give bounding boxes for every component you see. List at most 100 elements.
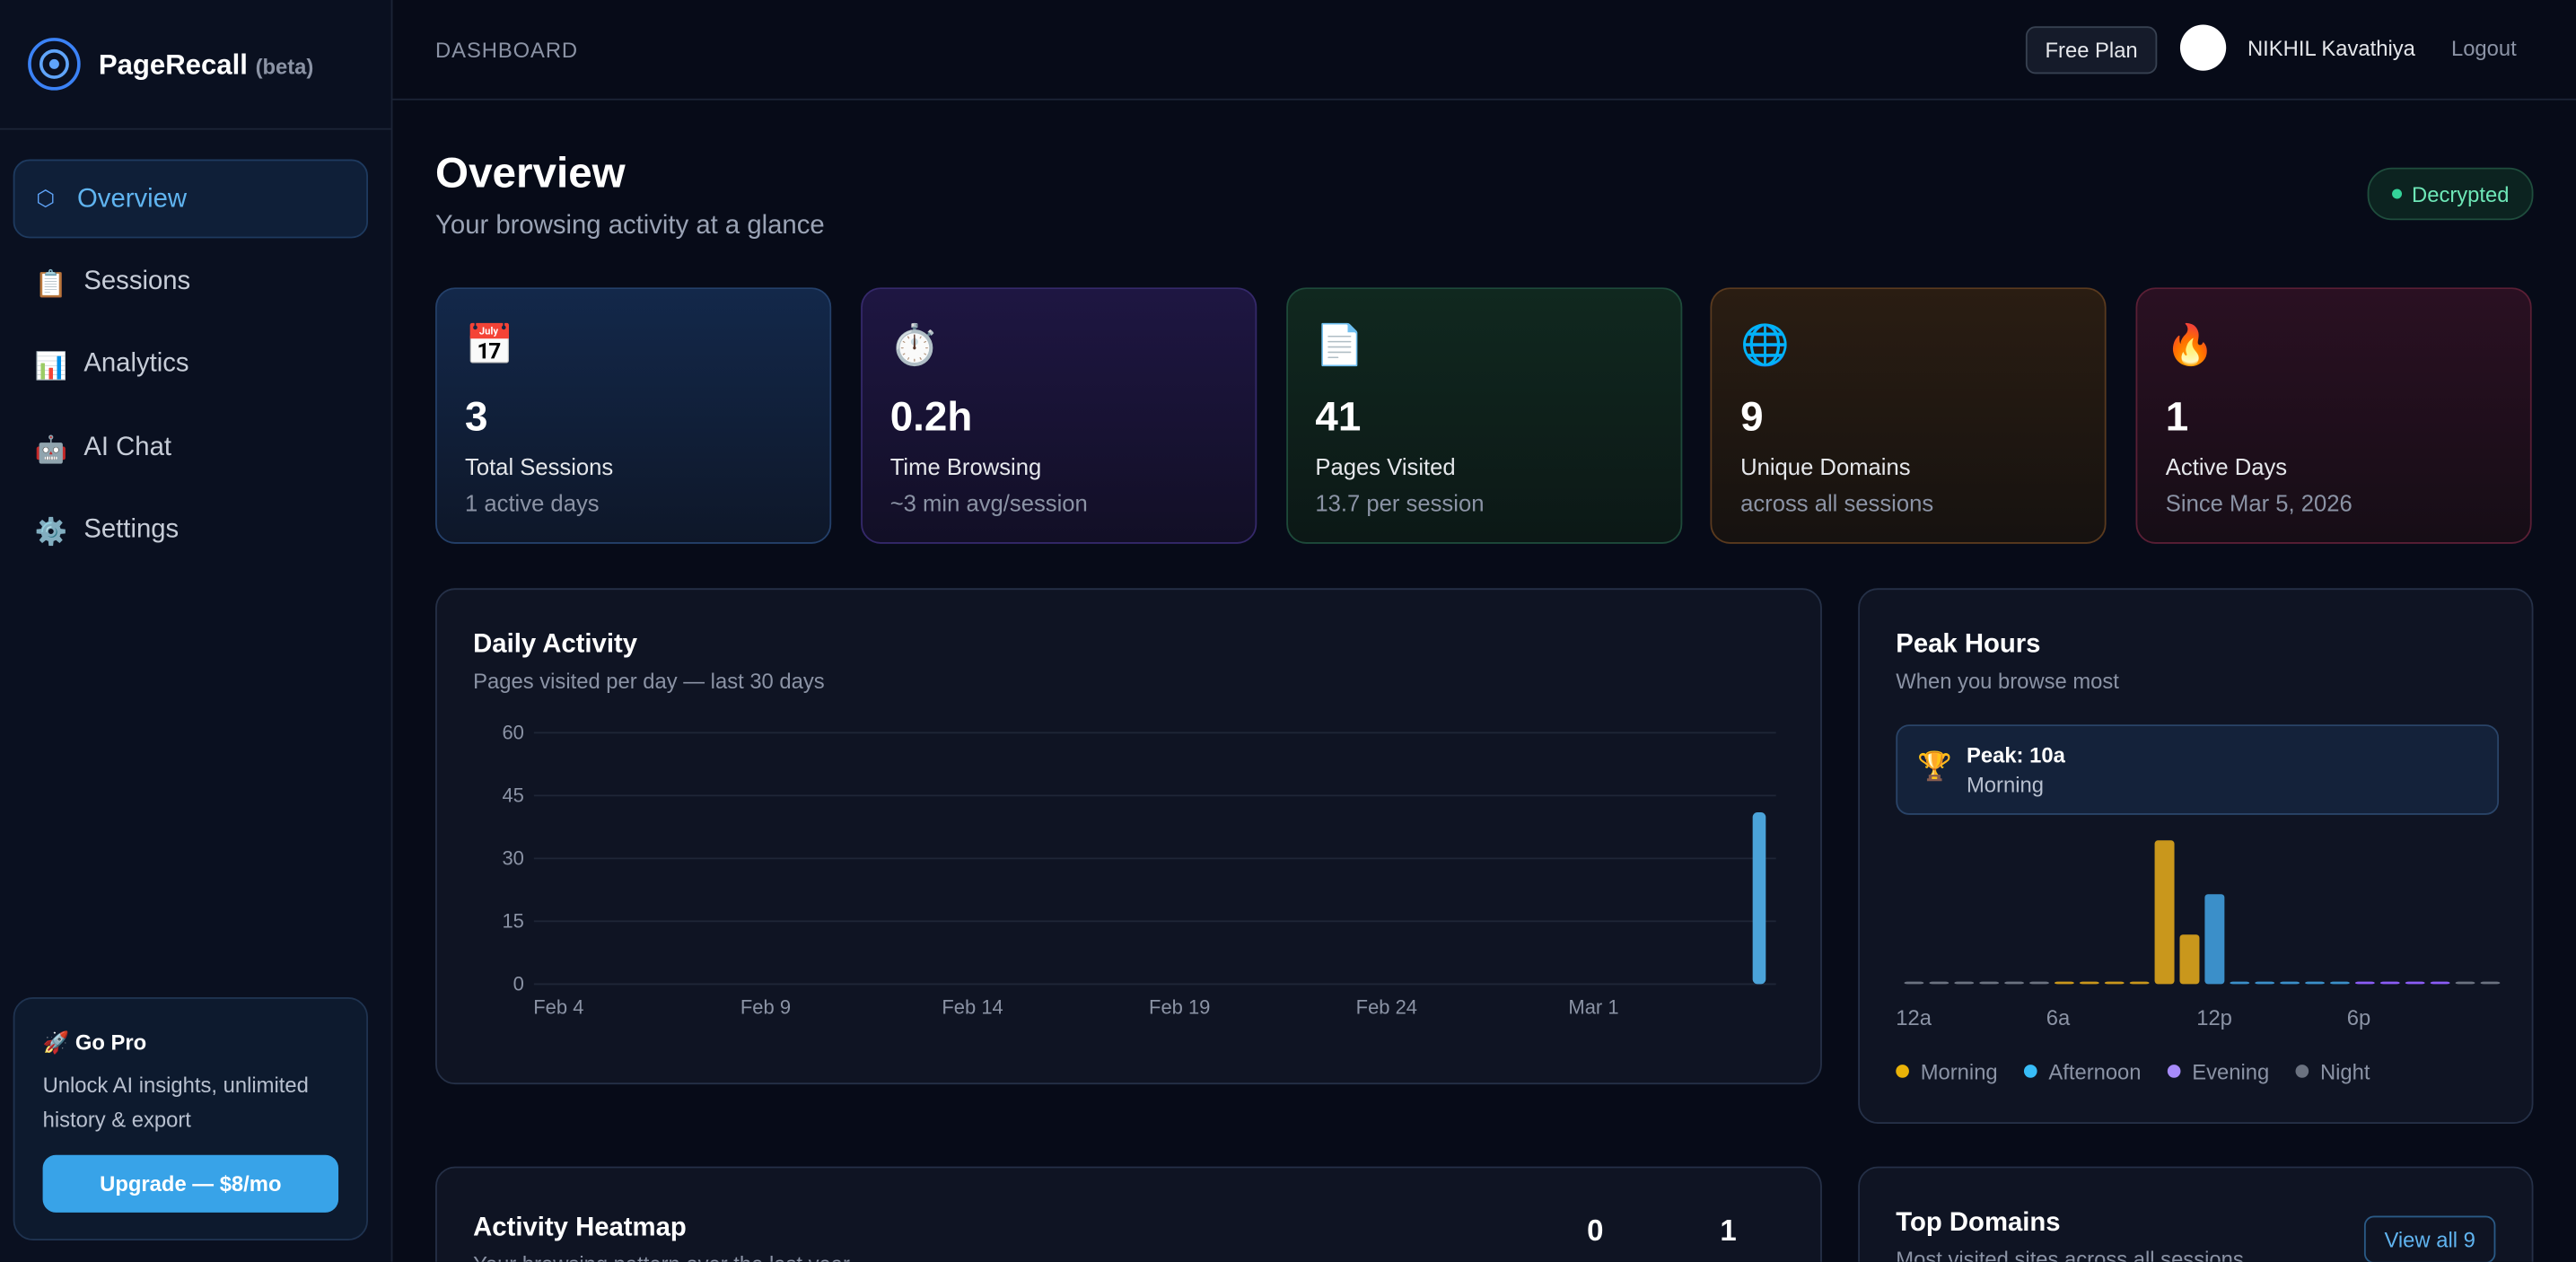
logo: PageRecall (beta) [99,49,314,83]
nav-label: Settings [83,515,180,544]
card-title: Activity Heatmap [473,1214,687,1242]
peak-label: Peak: 10a [1966,742,2065,767]
y-tick-label: 30 [502,847,523,870]
stat-card: 📅 3 Total Sessions 1 active days [435,287,832,544]
logo-tag: (beta) [255,54,314,79]
bar [2455,981,2475,985]
nav-label: Overview [77,185,188,214]
legend-dot [1896,1065,1909,1078]
stat-label: Unique Domains [1740,453,1911,480]
nav-item[interactable]: ⚙️ Settings [13,491,368,570]
legend-label: Afternoon [2048,1061,2141,1085]
promo: 🚀 Go Pro Unlock AI insights, unlimited h… [13,997,369,1240]
legend-dot [2167,1065,2181,1078]
nav-icon: ⬡ [36,185,56,211]
peak-period: Morning [1966,772,2044,797]
logo-icon [28,38,81,91]
promo-title: 🚀 Go Pro [42,1030,147,1056]
card-subtitle: When you browse most [1896,668,2119,694]
daily-card: Daily Activity Pages visited per day — l… [435,588,1822,1085]
bar [2179,934,2200,985]
legend-label: Morning [1921,1061,1998,1085]
stat-label: Total Sessions [465,453,614,480]
y-tick-label: 60 [502,722,523,744]
bar [1929,981,1950,985]
card-subtitle: Most visited sites across all sessions [1896,1247,2244,1262]
bar [2154,840,2175,985]
bar [2104,981,2125,985]
stat-sub: Since Mar 5, 2026 [2165,489,2353,516]
stat-sub: ~3 min avg/session [889,489,1088,516]
stat-card: 🌐 9 Unique Domains across all sessions [1711,287,2107,544]
stat-icon: 📄 [1315,323,1365,369]
card-subtitle: Your browsing pattern over the last year [473,1252,850,1262]
x-tick-label: 12a [1896,1006,1932,1030]
y-tick-label: 0 [513,973,524,995]
bar [2430,981,2450,985]
nav-item[interactable]: ⬡ Overview [13,159,369,239]
bar [2004,981,2025,985]
nav-item[interactable]: 📋 Sessions [13,242,368,321]
promo-text: Unlock AI insights, unlimited history & … [42,1073,309,1133]
legend-dot [2295,1065,2309,1078]
stat-value: 41 [1315,394,1362,441]
bar [2230,981,2250,985]
stat-icon: 📅 [465,323,514,369]
nav-item[interactable]: 🤖 AI Chat [13,408,368,487]
plan-badge[interactable]: Free Plan [2025,26,2158,74]
bar [1752,812,1766,985]
x-tick-label: 12p [2196,1006,2232,1030]
header: DASHBOARD Free Plan NIKHIL Kavathiya Log… [392,0,2576,101]
avatar[interactable] [2179,24,2227,71]
stat-card: ⏱️ 0.2h Time Browsing ~3 min avg/session [860,287,1257,544]
bar [2354,981,2375,985]
nav-label: Sessions [83,267,191,295]
user-name[interactable]: NIKHIL Kavathiya [2247,36,2415,61]
stat-label: Active Days [2165,453,2288,480]
stat-value: 0.2h [889,394,973,441]
nav-icon: 🤖 [34,435,67,465]
stat-card: 📄 41 Pages Visited 13.7 per session [1285,287,1682,544]
x-tick-label: Feb 24 [1356,995,1417,1018]
x-tick-label: Mar 1 [1568,995,1618,1018]
view-all[interactable]: View all 9 [2363,1215,2496,1262]
legend-dot [2023,1065,2037,1078]
stat-value: 9 [1740,394,1764,441]
bar [2280,981,2300,985]
logout[interactable]: Logout [2450,36,2517,61]
peak-card: Peak Hours When you browse most 🏆 Peak: … [1858,588,2534,1124]
stat-icon: 🌐 [1740,323,1790,369]
nav-label: Analytics [83,349,189,378]
heatmap-count: 0 [1587,1214,1604,1248]
x-tick-label: 6p [2347,1006,2370,1030]
bar [2255,981,2275,985]
nav-item[interactable]: 📊 Analytics [13,325,368,404]
bar [2305,981,2326,985]
bar [2379,981,2400,985]
peak-box: 🏆 Peak: 10a Morning [1896,724,2500,815]
stat-sub: 1 active days [465,489,600,516]
status-text: Decrypted [2412,182,2510,207]
stat-value: 3 [465,394,488,441]
stat-icon: ⏱️ [889,323,940,369]
upgrade-button[interactable]: Upgrade — $8/mo [42,1154,339,1213]
heatmap-card: Activity Heatmap Your browsing pattern o… [435,1166,1822,1262]
stat-sub: 13.7 per session [1315,489,1485,516]
legend-label: Evening [2192,1061,2269,1085]
bar [1979,981,2000,985]
card-title: Daily Activity [473,630,637,659]
nav-icon: ⚙️ [34,519,67,548]
bar [1954,981,1975,985]
y-tick-label: 15 [502,910,523,933]
page-title: Overview [435,147,626,197]
status-dot [2392,188,2403,199]
bar [2029,981,2049,985]
card-title: Peak Hours [1896,630,2041,659]
bar [2129,981,2150,985]
nav-icon: 📋 [34,270,67,299]
card-title: Top Domains [1896,1209,2061,1238]
breadcrumb: DASHBOARD [435,38,579,63]
nav-label: AI Chat [83,433,172,461]
